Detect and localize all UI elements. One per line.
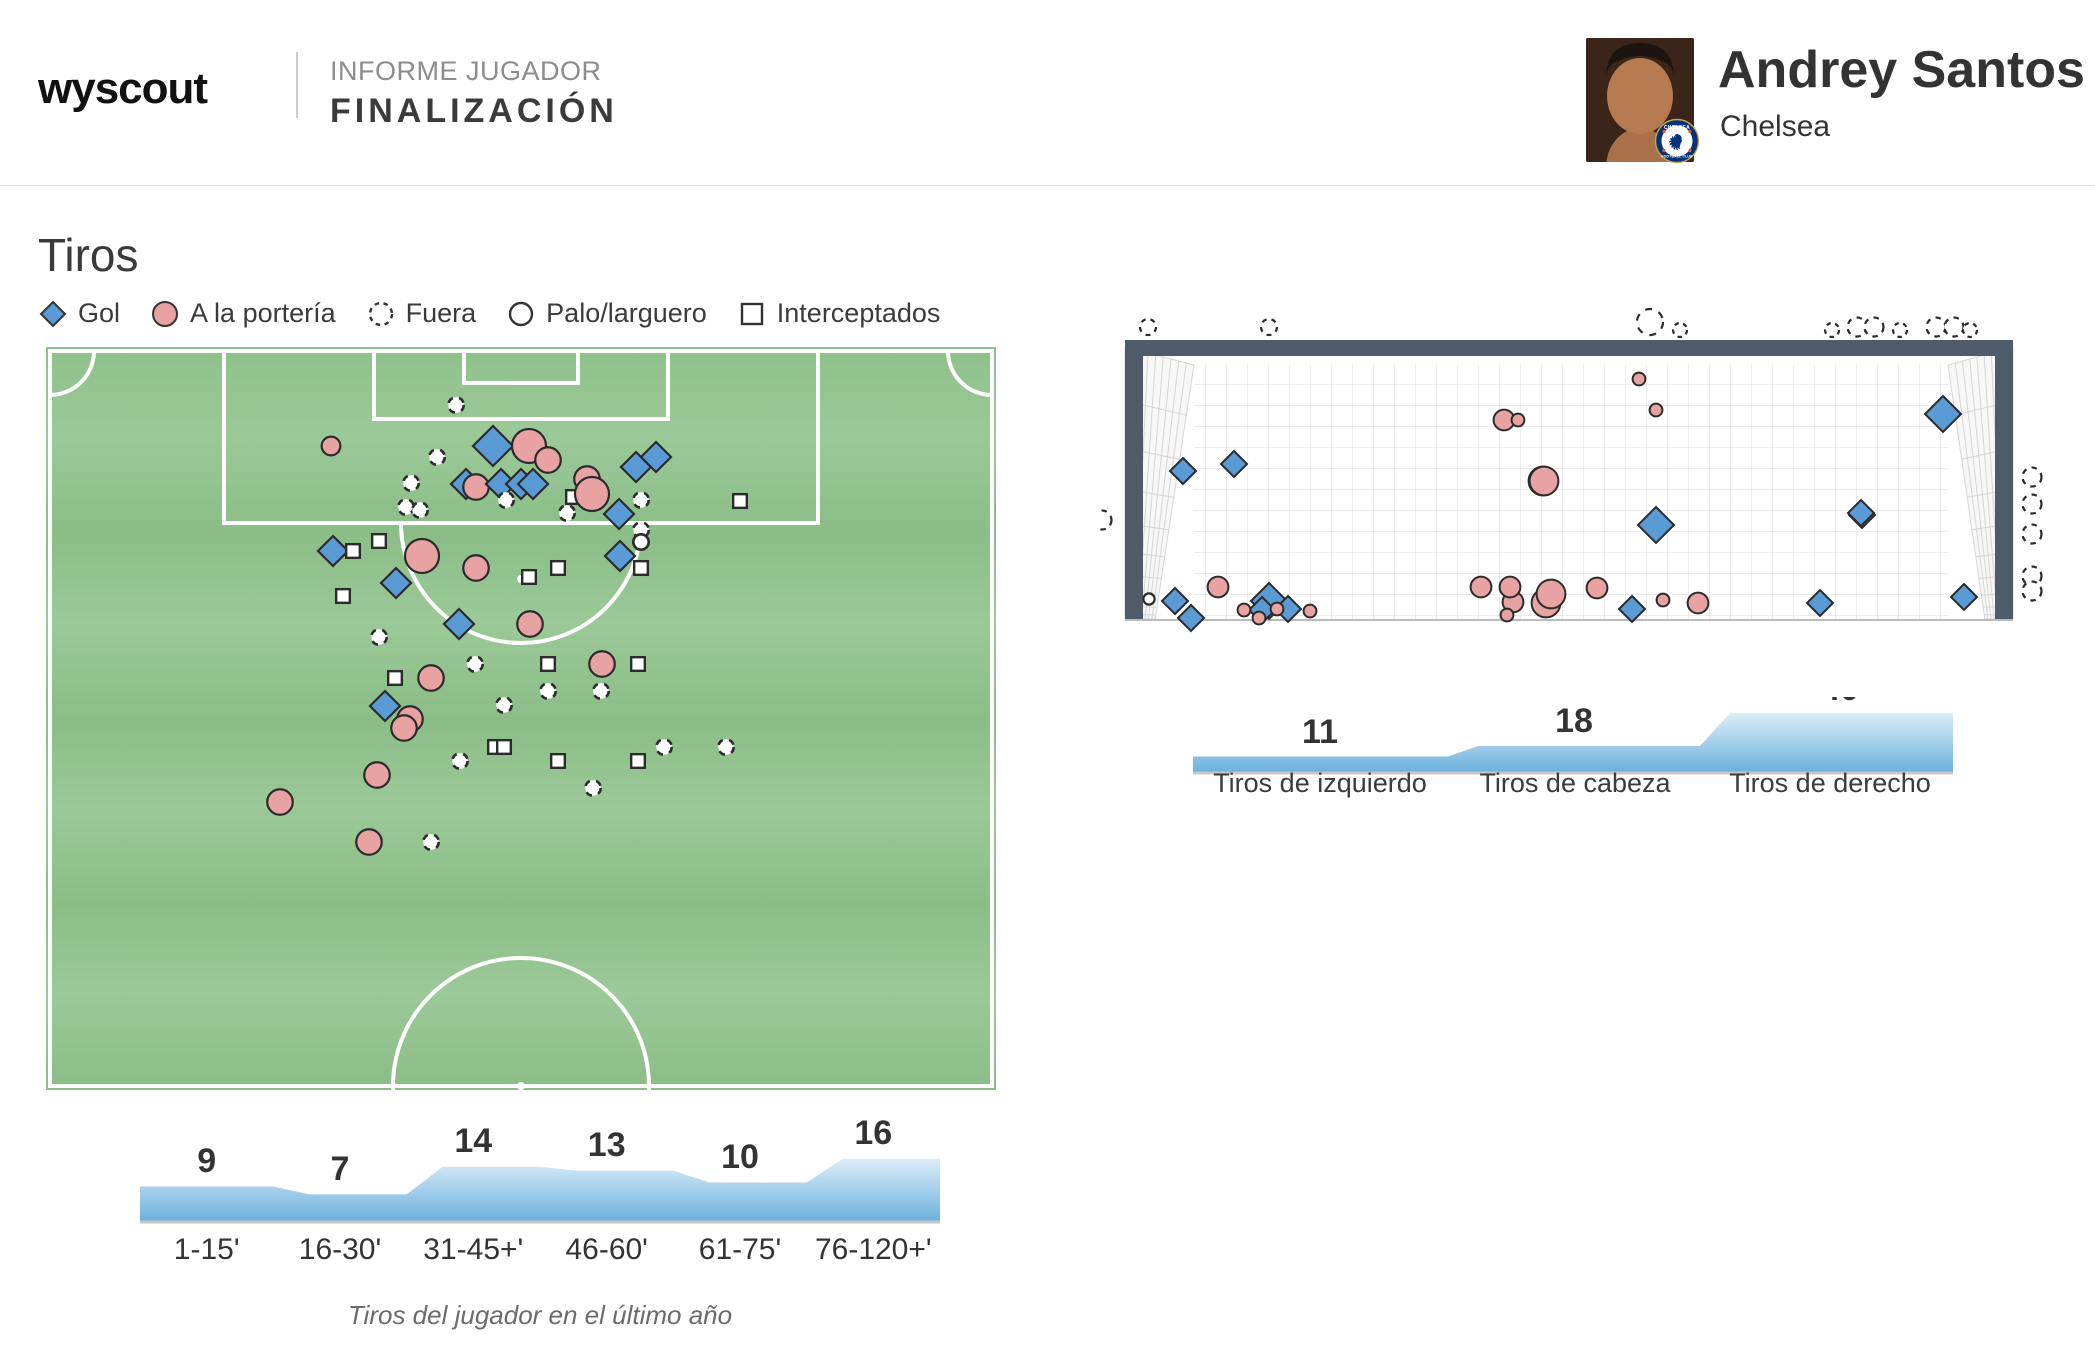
svg-text:1-15': 1-15' [174, 1233, 240, 1262]
svg-text:13: 13 [588, 1126, 626, 1164]
svg-text:9: 9 [197, 1142, 216, 1180]
svg-text:14: 14 [454, 1122, 492, 1160]
svg-text:10: 10 [721, 1138, 759, 1176]
svg-text:31-45+': 31-45+' [423, 1233, 523, 1262]
svg-text:76-120+': 76-120+' [815, 1233, 932, 1262]
svg-text:CHELSEA: CHELSEA [1664, 125, 1690, 131]
svg-text:FOOTBALL CLUB: FOOTBALL CLUB [1661, 154, 1693, 158]
svg-text:61-75': 61-75' [699, 1233, 781, 1262]
svg-text:40: 40 [1821, 697, 1859, 708]
svg-text:18: 18 [1555, 702, 1593, 740]
svg-text:46-60': 46-60' [565, 1233, 647, 1262]
svg-text:11: 11 [1302, 713, 1338, 751]
svg-text:16-30': 16-30' [299, 1233, 381, 1262]
svg-text:7: 7 [331, 1150, 350, 1188]
svg-text:16: 16 [854, 1114, 892, 1152]
